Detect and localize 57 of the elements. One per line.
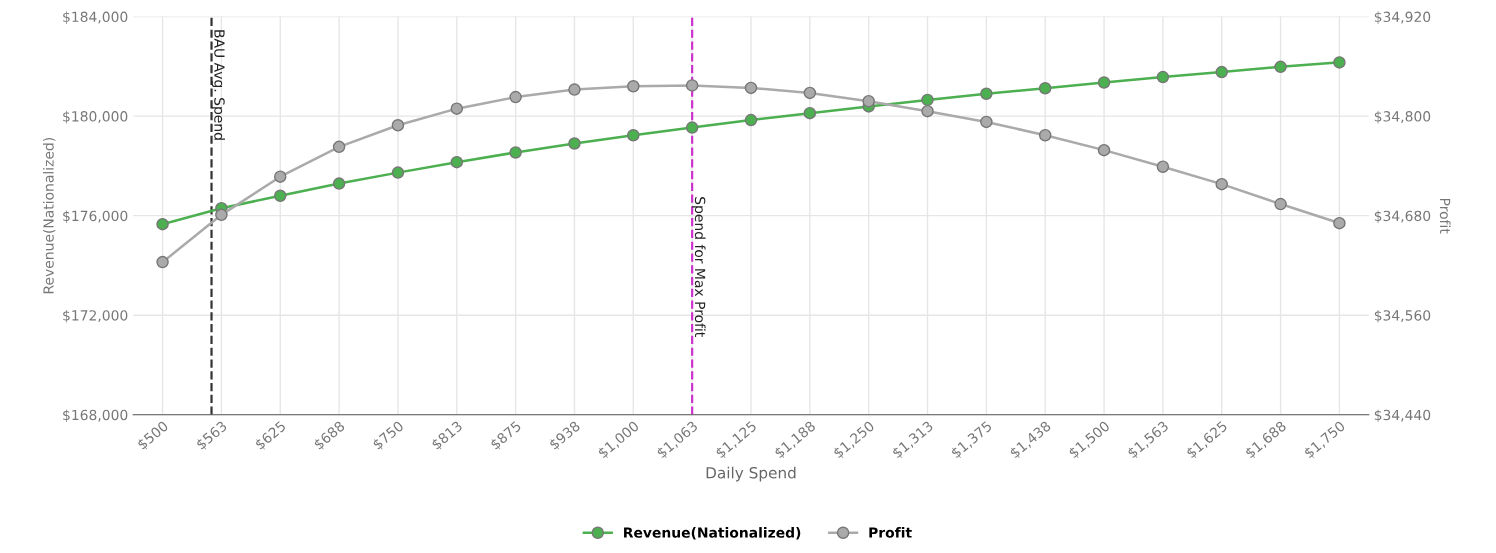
point xyxy=(627,80,640,93)
point xyxy=(332,177,346,190)
point xyxy=(803,106,817,120)
point xyxy=(156,255,169,269)
point xyxy=(450,102,464,115)
ref-line-label: BAU Avg. Spend xyxy=(211,30,225,140)
y-axis-title: Revenue(Nationalized) xyxy=(43,138,56,294)
y2-tick-label: $34,440 xyxy=(1374,409,1431,423)
point xyxy=(1156,70,1170,84)
point xyxy=(156,217,169,231)
point xyxy=(1274,60,1287,74)
point xyxy=(1097,143,1111,157)
point xyxy=(1038,128,1052,142)
point xyxy=(685,121,699,134)
point xyxy=(450,155,464,169)
point xyxy=(568,137,581,150)
point xyxy=(1038,82,1052,95)
point xyxy=(391,119,405,132)
point xyxy=(1156,160,1170,173)
point xyxy=(921,93,934,107)
y2-tick-label: $34,680 xyxy=(1374,210,1431,223)
point xyxy=(273,189,287,203)
point xyxy=(1097,76,1111,89)
ref-line-label: Spend for Max Profit xyxy=(692,197,706,337)
point xyxy=(1215,177,1228,191)
point xyxy=(744,81,758,95)
y-tick-label: $168,000 xyxy=(63,409,128,423)
y-tick-label: $184,000 xyxy=(63,11,128,24)
x-axis-title: Daily Spend xyxy=(706,466,796,482)
point xyxy=(1215,65,1228,79)
y-tick-label: $180,000 xyxy=(63,110,128,124)
y-tick-label: $176,000 xyxy=(63,210,128,223)
point xyxy=(744,113,758,127)
y2-tick-label: $34,800 xyxy=(1374,110,1431,124)
point xyxy=(685,79,699,92)
point xyxy=(568,83,581,96)
y-tick-label: $172,000 xyxy=(63,309,128,323)
legend-label: Revenue(Nationalized) xyxy=(624,527,801,540)
point xyxy=(509,146,522,159)
point xyxy=(215,208,228,222)
point xyxy=(1333,56,1346,69)
point xyxy=(980,87,993,100)
point xyxy=(980,115,993,129)
point xyxy=(332,140,346,154)
point xyxy=(1274,197,1287,211)
point xyxy=(921,104,934,118)
point xyxy=(509,90,522,104)
point xyxy=(862,94,875,108)
point xyxy=(273,170,287,183)
point xyxy=(803,86,817,100)
point xyxy=(627,129,640,142)
legend-label: Profit xyxy=(869,527,912,538)
y2-tick-label: $34,560 xyxy=(1374,309,1431,323)
y2-axis-title: Profit xyxy=(1439,198,1451,234)
y2-tick-label: $34,920 xyxy=(1374,11,1431,24)
point xyxy=(1333,216,1346,230)
point xyxy=(391,166,405,179)
